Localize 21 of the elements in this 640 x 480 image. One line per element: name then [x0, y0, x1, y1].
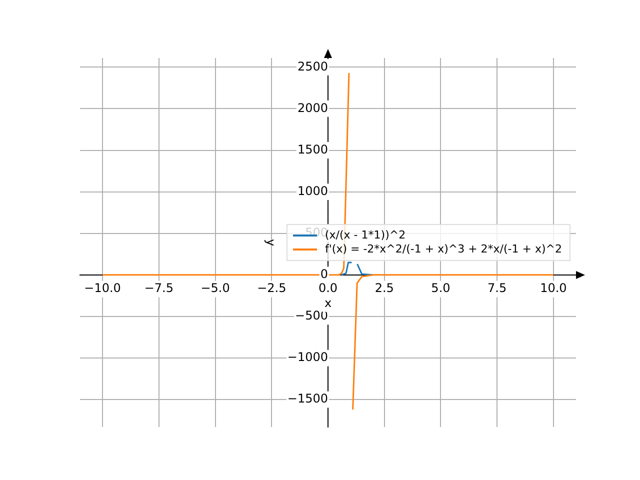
x-tick-label: −10.0 — [84, 281, 121, 296]
x-tick-label: 7.5 — [488, 281, 507, 296]
y-axis-title: y — [264, 238, 278, 246]
y-tick-label: 0 — [320, 267, 328, 282]
y-tick-label: −1000 — [287, 350, 328, 364]
y-tick-label: 1500 — [297, 142, 328, 156]
legend-label: (x/(x - 1*1))^2 — [325, 228, 406, 242]
y-tick-label: −1500 — [287, 392, 328, 406]
y-tick-label: 2000 — [297, 100, 328, 115]
x-tick-label: 2.5 — [374, 281, 394, 296]
y-tick-label: 2500 — [297, 59, 328, 74]
y-tick-label: −500 — [295, 308, 328, 323]
x-tick-label: −5.0 — [200, 281, 230, 296]
x-axis-title: x — [324, 296, 332, 310]
x-tick-label: 10.0 — [540, 281, 567, 296]
legend-label: f'(x) = -2*x^2/(-1 + x)^3 + 2*x/(-1 + x)^2 — [325, 242, 562, 256]
y-tick-label: 1000 — [297, 184, 328, 198]
x-tick-label: −7.5 — [144, 281, 174, 296]
x-tick-label: −2.5 — [257, 281, 286, 296]
x-tick-label: 0.0 — [318, 281, 338, 296]
x-tick-label: 5.0 — [431, 281, 450, 296]
